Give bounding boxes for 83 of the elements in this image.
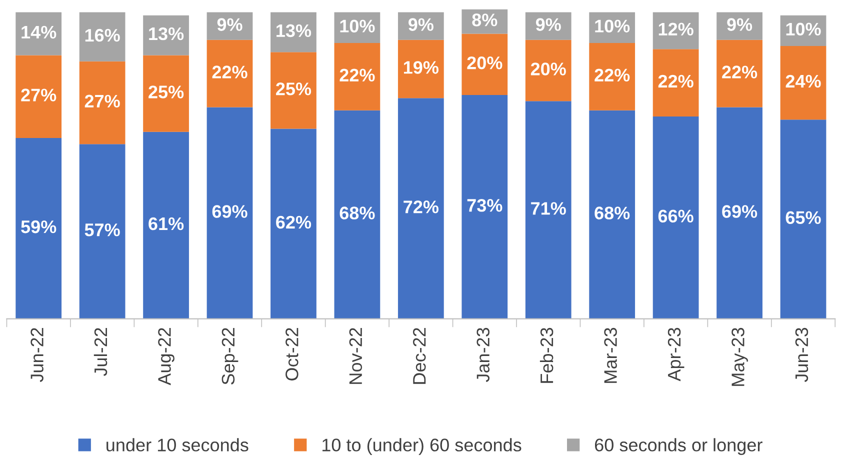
data-label: 12% [658,22,694,36]
data-label: 22% [340,68,375,82]
bar [525,101,572,319]
x-tick-label: Dec-22 [412,328,426,384]
bar [270,128,316,319]
x-tick-label: Jun-23 [795,328,808,382]
bar [143,132,189,319]
bar [525,40,572,102]
bar [398,98,444,319]
bar [270,52,316,129]
data-label: 72% [404,200,439,214]
data-label: 16% [85,28,120,42]
data-label: 19% [404,61,439,74]
x-tick-label: Apr-23 [668,328,684,382]
data-label: 59% [21,220,56,234]
data-label: 13% [276,24,312,38]
data-label: 22% [212,66,248,78]
x-tick-label: Feb-23 [540,328,554,383]
x-tick-label: Jul-22 [94,328,108,376]
data-label: 57% [84,224,120,236]
x-tick-label: Nov-22 [349,328,362,384]
data-label: 65% [786,211,821,224]
data-label: 10% [340,20,375,32]
bar [79,144,126,319]
data-label: 9% [727,18,752,31]
data-label: 61% [148,217,184,230]
data-label: 22% [594,68,630,82]
data-label: 27% [21,88,56,102]
x-tick-label: Jun-22 [30,328,44,382]
data-label: 69% [212,205,248,218]
data-label: 71% [531,202,566,215]
legend-label: 10 to (under) 60 seconds [322,438,522,455]
data-label: 68% [594,206,630,220]
bar [780,46,826,120]
data-label: 25% [148,86,184,98]
data-label: 66% [658,210,694,222]
data-label: 20% [467,56,502,70]
bar [652,49,699,117]
x-tick-label: Aug-22 [158,328,174,386]
data-label: 10% [786,22,821,36]
bar [589,42,636,110]
data-label: 9% [217,18,242,31]
data-label: 22% [722,66,758,78]
data-label: 27% [84,94,120,108]
x-tick-label: Sep-22 [222,328,238,385]
bar [398,40,444,98]
data-label: 69% [722,205,758,218]
x-tick-label: Oct-22 [286,328,298,380]
data-label: 68% [340,206,375,220]
bar [716,107,762,319]
bar [16,12,62,56]
bar [206,40,253,108]
x-tick-label: Mar-23 [604,328,617,383]
data-label: 24% [786,74,821,88]
x-tick-label: Jan-23 [476,328,490,382]
data-label: 62% [276,216,312,229]
data-label: 14% [22,26,56,39]
data-label: 9% [536,18,561,31]
bar [79,12,126,62]
data-label: 20% [530,62,566,76]
bar [334,42,380,110]
bar [462,95,508,319]
legend-label: under 10 seconds [106,438,248,452]
bar [16,55,62,138]
bar [780,120,826,319]
data-label: 8% [472,14,498,26]
bar [462,34,508,96]
bar [143,55,189,132]
data-label: 73% [467,198,502,212]
data-label: 9% [408,18,434,31]
bar [79,61,126,144]
bar [716,40,762,108]
data-label: 25% [276,82,312,96]
bar [652,116,699,319]
x-tick-label: May-23 [732,328,748,386]
bar [16,138,62,319]
data-label: 10% [595,20,630,32]
bar [334,110,380,319]
data-label: 13% [149,27,184,40]
data-label: 22% [658,74,694,88]
bar [206,107,253,319]
bar [589,110,636,319]
legend-label: 60 seconds or longer [595,438,762,455]
